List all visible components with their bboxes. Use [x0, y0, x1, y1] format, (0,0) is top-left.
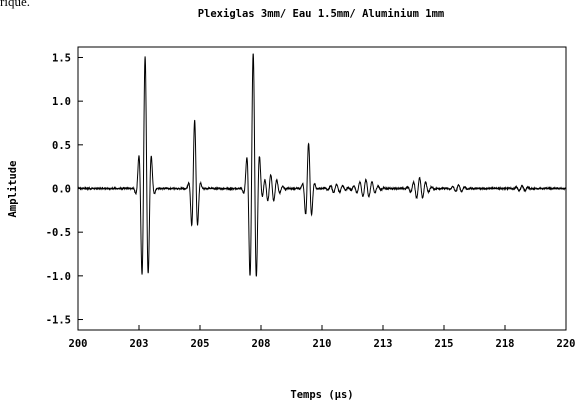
x-axis-title: Temps (µs): [290, 389, 353, 400]
x-tick-label: 213: [374, 338, 393, 350]
chart-title: Plexiglas 3mm/ Eau 1.5mm/ Aluminium 1mm: [198, 8, 445, 20]
x-tick-label: 203: [130, 338, 149, 350]
caption-fragment: rique.: [0, 0, 30, 9]
y-tick-label: 1.0: [52, 96, 71, 108]
y-tick-label: -0.5: [46, 227, 71, 239]
x-tick-label: 205: [191, 338, 210, 350]
y-tick-label: -1.0: [46, 271, 71, 283]
x-tick-label: 220: [557, 338, 576, 350]
x-tick-label: 200: [69, 338, 88, 350]
x-axis-ticks: 200 203 205 208 210 213 215 218 220: [69, 325, 576, 350]
x-tick-label: 218: [496, 338, 515, 350]
y-axis-title: Amplitude: [7, 161, 19, 218]
x-tick-label: 210: [313, 338, 332, 350]
y-tick-label: -1.5: [46, 315, 71, 327]
waveform-trace: [77, 53, 567, 277]
y-tick-label: 0.0: [52, 184, 71, 196]
y-tick-label: 1.5: [52, 52, 71, 64]
x-tick-label: 215: [435, 338, 454, 350]
y-axis-ticks: 1.5 1.0 0.5 0.0 -0.5 -1.0 -1.5: [46, 52, 83, 327]
x-tick-label: 208: [252, 338, 271, 350]
y-tick-label: 0.5: [52, 140, 71, 152]
